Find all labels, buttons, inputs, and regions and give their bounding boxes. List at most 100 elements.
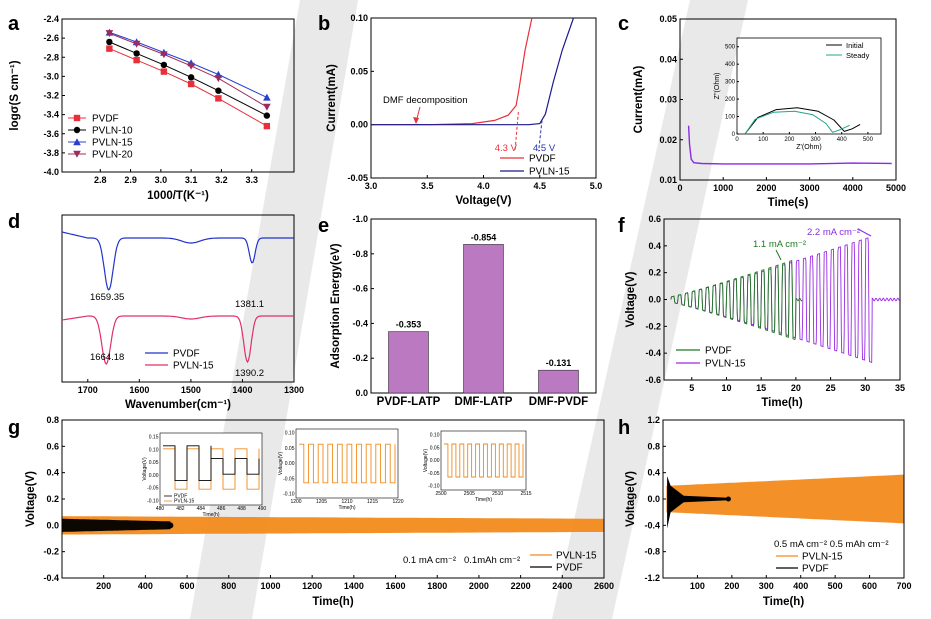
legend-label: PVLN-20 bbox=[92, 150, 133, 161]
inset-y-tick-label: 0.10 bbox=[285, 431, 295, 437]
bar-value-label: -0.131 bbox=[546, 358, 572, 368]
spectrum-line bbox=[61, 231, 294, 291]
peak-label: 1381.1 bbox=[235, 299, 264, 310]
inset-2: 1200 1205 1210 1215 1220 0.10 0.05 0.00 -0.05 -0.… bbox=[278, 428, 404, 511]
data-point bbox=[263, 103, 271, 111]
inset-x-tick-label: 1210 bbox=[341, 499, 352, 505]
inset-y-tick-label: 0.10 bbox=[149, 447, 159, 453]
data-point bbox=[160, 51, 168, 59]
x-tick-label: 15 bbox=[756, 383, 766, 393]
annotation: 2.2 mA cm⁻² bbox=[807, 227, 860, 238]
inset-y-tick-label: 0.05 bbox=[285, 446, 295, 452]
x-tick-label: 600 bbox=[862, 581, 877, 591]
x-tick-label: 200 bbox=[96, 581, 111, 591]
y-tick-label: -4.0 bbox=[43, 167, 59, 177]
peak-label: 1390.2 bbox=[235, 368, 264, 379]
inset-legend-label: PVLN-15 bbox=[174, 499, 195, 505]
y-tick-label: -3.8 bbox=[43, 148, 59, 158]
inset-legend-label: Steady bbox=[846, 51, 870, 60]
x-tick-label: 0 bbox=[677, 183, 682, 193]
legend-label: PVDF bbox=[529, 154, 556, 165]
legend-label: PVLN-15 bbox=[92, 138, 133, 149]
data-point bbox=[187, 80, 195, 88]
y-tick-label: -0.4 bbox=[644, 520, 660, 530]
data-point bbox=[73, 114, 81, 122]
data-point bbox=[215, 87, 222, 94]
data-point bbox=[133, 56, 140, 64]
pvdf-band bbox=[62, 518, 171, 532]
inset-pvln15-trace bbox=[444, 443, 524, 478]
y-tick-label: -3.4 bbox=[43, 110, 59, 120]
y-tick-label: -0.2 bbox=[43, 547, 59, 557]
legend-label: PVDF bbox=[556, 563, 583, 574]
panel-label: c bbox=[618, 13, 629, 35]
inset-x-tick-label: 1220 bbox=[392, 499, 403, 505]
x-tick-label: 300 bbox=[759, 581, 774, 591]
x-tick-label: 20 bbox=[791, 383, 801, 393]
bar-value-label: -0.854 bbox=[471, 232, 497, 242]
y-axis-label: logσ(S cm⁻¹) bbox=[9, 60, 21, 130]
inset-y-tick-label: 300 bbox=[725, 80, 736, 86]
inset-x-axis-label: Z'(Ohm) bbox=[796, 144, 821, 151]
inset-y-tick-label: 0.05 bbox=[430, 445, 440, 451]
inset-y-tick-label: 0.10 bbox=[430, 433, 440, 439]
y-tick-label: 0.01 bbox=[659, 175, 677, 185]
data-point bbox=[187, 74, 195, 81]
inset-x-tick-label: 2500 bbox=[435, 491, 446, 497]
x-tick-label: 1800 bbox=[427, 581, 447, 591]
inset-x-tick-label: 1200 bbox=[290, 499, 301, 505]
panel-label: h bbox=[618, 417, 630, 439]
x-tick-label: 1700 bbox=[78, 385, 98, 395]
panel-g: g 200 400 600 800 1000 1200 1400 1600 1800 2000 220… bbox=[8, 415, 614, 608]
x-tick-label: 3.1 bbox=[185, 175, 198, 185]
x-tick-label: 1300 bbox=[284, 385, 304, 395]
x-axis-label: 1000/T(K⁻¹) bbox=[147, 190, 209, 202]
y-tick-label: 0.0 bbox=[46, 520, 59, 530]
data-point bbox=[105, 30, 114, 38]
x-tick-label: 600 bbox=[180, 581, 195, 591]
x-tick-label: 1500 bbox=[181, 385, 201, 395]
y-tick-label: 0.10 bbox=[350, 13, 368, 23]
inset-x-tick-label: 200 bbox=[784, 137, 795, 143]
legend-label: PVDF bbox=[92, 114, 119, 125]
y-tick-label: -0.05 bbox=[347, 173, 368, 183]
y-tick-label: -2.8 bbox=[43, 52, 59, 62]
x-tick-label: 1000 bbox=[260, 581, 280, 591]
data-point bbox=[187, 62, 195, 70]
x-tick-label: 800 bbox=[221, 581, 236, 591]
legend-label: PVDF bbox=[802, 564, 829, 575]
inset-y-tick-label: 0.00 bbox=[149, 473, 159, 479]
series-line bbox=[109, 31, 268, 98]
annotation: 0.1 mA cm⁻² bbox=[403, 555, 456, 566]
x-tick-label: 2.8 bbox=[94, 175, 107, 185]
panel-label: e bbox=[318, 215, 329, 237]
y-tick-label: -0.4 bbox=[352, 318, 368, 328]
y-tick-label: -2.6 bbox=[43, 33, 59, 43]
x-tick-label: 2.9 bbox=[124, 175, 137, 185]
panel-b: b 3.0 3.5 4.0 4.5 5.0 0.10 0.05 0.00 -0.05 Voltage… bbox=[318, 13, 602, 207]
bar bbox=[463, 244, 504, 394]
inset-x-tick-label: 484 bbox=[197, 506, 206, 512]
x-tick-label: 100 bbox=[690, 581, 705, 591]
x-axis-label: Time(h) bbox=[763, 596, 804, 608]
pvln15-band bbox=[666, 474, 904, 524]
annotation: 4.3 V bbox=[495, 143, 518, 154]
x-tick-label: 2600 bbox=[594, 581, 614, 591]
y-tick-label: 0.8 bbox=[46, 415, 59, 425]
y-tick-label: -0.6 bbox=[645, 375, 661, 385]
y-tick-label: -0.2 bbox=[352, 353, 368, 363]
annotation-dash bbox=[538, 120, 543, 152]
inset-y-axis-label: Voltage(V) bbox=[278, 451, 284, 475]
panel-f: f 5 10 15 20 25 30 35 0.6 0.4 0.2 0.0 -0.2 -0.4 -0.6 Ti… bbox=[618, 214, 905, 409]
x-tick-label: 700 bbox=[896, 581, 911, 591]
panel-a: a 2.8 2.9 3.0 3.1 3.2 3.3 -2.4 -2.6 -2.8 -3.0 -3.2 -… bbox=[8, 13, 295, 202]
legend-label: PVLN-15 bbox=[705, 359, 746, 370]
x-tick-label: 3.3 bbox=[245, 175, 258, 185]
x-tick-label: 2200 bbox=[511, 581, 531, 591]
data-point bbox=[263, 112, 271, 119]
data-point bbox=[263, 93, 271, 101]
y-tick-label: 0.6 bbox=[648, 214, 661, 224]
inset-x-tick-label: 2515 bbox=[520, 491, 531, 497]
annotation: 1.1 mA cm⁻² bbox=[753, 239, 806, 250]
legend-label: PVDF bbox=[705, 346, 732, 357]
